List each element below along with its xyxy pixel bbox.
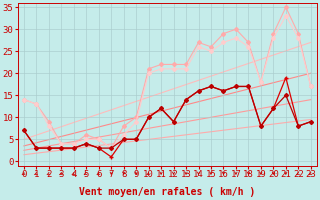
X-axis label: Vent moyen/en rafales ( km/h ): Vent moyen/en rafales ( km/h ): [79, 187, 255, 197]
